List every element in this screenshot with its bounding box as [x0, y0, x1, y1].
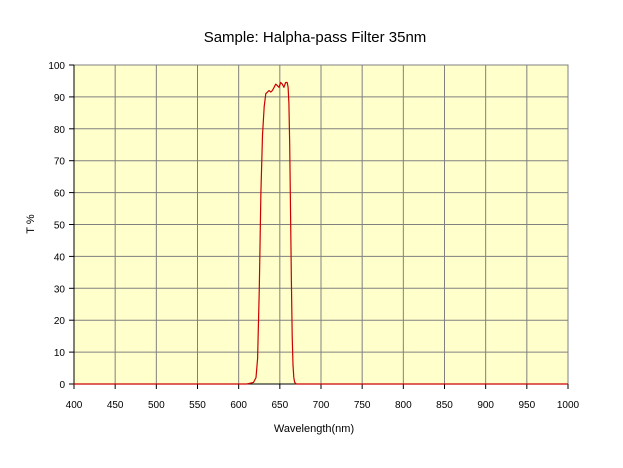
- y-tick-label: 10: [54, 348, 66, 359]
- x-tick-label: 950: [518, 400, 535, 411]
- x-tick-label: 600: [230, 400, 247, 411]
- y-tick-label: 100: [48, 61, 65, 72]
- y-tick-label: 40: [54, 252, 66, 263]
- y-tick-label: 70: [54, 157, 66, 168]
- transmission-series-line: [74, 81, 568, 385]
- x-tick-label: 800: [395, 400, 412, 411]
- y-tick-label: 0: [59, 380, 65, 391]
- y-axis-label: T %: [25, 214, 37, 234]
- x-tick-label: 400: [66, 400, 83, 411]
- plot-layer: 400 450 500 550 600 650 700 750 800 850 900 950 1000…: [48, 61, 579, 411]
- x-tick-label: 750: [354, 400, 371, 411]
- x-tick-label: 1000: [557, 400, 580, 411]
- x-tick-label: 850: [436, 400, 453, 411]
- x-tick-label: 700: [313, 400, 330, 411]
- x-axis-label: Wavelength(nm): [274, 423, 354, 435]
- y-tick-label: 50: [54, 221, 66, 232]
- x-tick-label: 550: [189, 400, 206, 411]
- x-tick-label: 900: [477, 400, 494, 411]
- chart-title: Sample: Halpha-pass Filter 35nm: [204, 29, 427, 46]
- y-tick-label: 80: [54, 125, 66, 136]
- x-tick-label: 450: [107, 400, 124, 411]
- y-tick-label: 30: [54, 284, 66, 295]
- y-tick-label: 20: [54, 316, 66, 327]
- x-tick-label: 650: [271, 400, 288, 411]
- y-tick-label: 90: [54, 93, 66, 104]
- x-tick-label: 500: [148, 400, 165, 411]
- y-tick-label: 60: [54, 189, 66, 200]
